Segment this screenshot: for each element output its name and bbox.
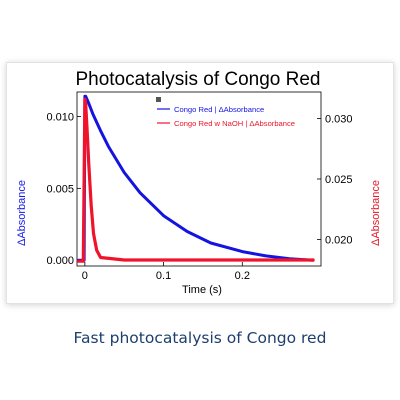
- series-point-congo-red: [209, 241, 213, 245]
- series-point-congo-red: [241, 250, 244, 253]
- legend-marker-square: [156, 97, 161, 102]
- y-right-tick-label: 0.025: [325, 174, 353, 186]
- y-axis-label-left: ΔAbsorbance: [16, 180, 28, 246]
- series-point-congo-red-naoh: [162, 258, 165, 262]
- y-left-tick-label: 0.010: [46, 111, 74, 123]
- chart-axes: 0 0.1 0.2 0.000 0.005 0.010 0.020 0.025 0.030: [46, 91, 353, 282]
- legend-entry-congo-red-naoh: Congo Red w NaOH | ΔAbsorbance: [174, 119, 295, 128]
- series-point-congo-red: [84, 95, 87, 98]
- series-point-congo-red-naoh: [95, 249, 98, 252]
- legend-entry-congo-red: Congo Red | ΔAbsorbance: [174, 105, 264, 114]
- series-point-congo-red: [87, 102, 91, 105]
- series-point-congo-red-naoh: [241, 258, 244, 262]
- series-point-congo-red-naoh: [280, 258, 283, 262]
- series-point-congo-red: [107, 145, 110, 148]
- y-axis-label-right: ΔAbsorbance: [370, 180, 382, 246]
- y-right-tick-label: 0.030: [325, 114, 353, 126]
- series-point-congo-red-naoh: [87, 163, 91, 166]
- series-point-congo-red: [99, 129, 102, 133]
- series-point-congo-red: [162, 214, 165, 217]
- chart-title: Photocatalysis of Congo Red: [75, 69, 320, 90]
- x-tick-label: 0.2: [235, 270, 250, 282]
- series-point-congo-red-naoh: [83, 98, 87, 101]
- series-point-congo-red-naoh: [77, 259, 80, 263]
- series-layer: [76, 94, 315, 263]
- series-point-congo-red: [185, 230, 189, 233]
- series-point-congo-red: [123, 171, 126, 174]
- chart-plot: Photocatalysis of Congo Red ΔAbsorbance …: [16, 69, 382, 296]
- series-point-congo-red-naoh: [99, 256, 102, 259]
- figure-caption: Fast photocatalysis of Congo red: [73, 329, 327, 347]
- y-left-tick-label: 0.005: [46, 183, 74, 195]
- chart-card: Photocatalysis of Congo Red ΔAbsorbance …: [6, 62, 394, 304]
- series-point-congo-red-naoh: [123, 258, 126, 262]
- series-point-congo-red-naoh: [201, 258, 205, 262]
- series-point-congo-red: [138, 191, 142, 194]
- y-right-tick-label: 0.020: [325, 234, 353, 246]
- series-point-congo-red-naoh: [89, 204, 93, 207]
- series-point-congo-red: [264, 254, 268, 258]
- series-point-congo-red-naoh: [82, 259, 85, 263]
- y-left-tick-label: 0.000: [46, 255, 74, 267]
- x-tick-label: 0: [82, 270, 88, 282]
- series-point-congo-red-naoh: [311, 258, 315, 262]
- series-point-congo-red-naoh: [84, 102, 87, 106]
- series-line-congo-red-naoh: [76, 97, 315, 263]
- x-axis-label: Time (s): [182, 284, 222, 296]
- series-point-congo-red-naoh: [92, 232, 95, 235]
- series-point-congo-red: [91, 112, 94, 115]
- legend: Congo Red | ΔAbsorbance Congo Red w NaOH…: [156, 97, 295, 128]
- series-point-congo-red-naoh: [86, 130, 89, 134]
- x-tick-label: 0.1: [156, 270, 171, 282]
